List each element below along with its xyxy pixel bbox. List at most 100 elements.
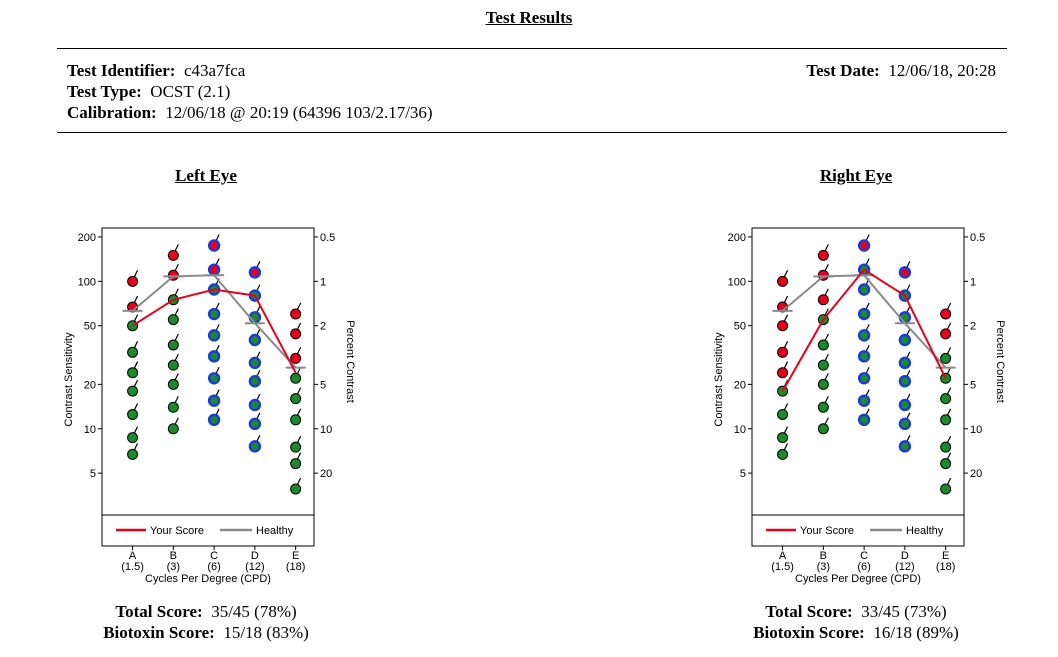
top-divider — [57, 48, 1007, 49]
right-x-tick-sublabel: (18) — [936, 561, 956, 573]
left-dot-green — [290, 414, 302, 426]
left-x-tick-label: B — [170, 550, 177, 562]
left-x-tick-sublabel: (12) — [245, 561, 265, 573]
right-dot-green — [817, 339, 829, 351]
right-dot-green — [898, 417, 912, 431]
right-y2-tick-label: 5 — [970, 379, 976, 391]
left-dot-red — [248, 266, 262, 279]
right-dot-green — [777, 385, 789, 397]
left-biotoxin-score-label: Biotoxin Score: — [103, 623, 215, 642]
left-y2-tick-label: 0.5 — [320, 232, 335, 244]
left-x-tick-sublabel: (1.5) — [121, 561, 144, 573]
left-dot-green — [290, 372, 302, 384]
right-dot-green — [857, 350, 871, 363]
left-plot-frame — [101, 227, 315, 547]
right-dot-green — [898, 356, 912, 370]
right-total-score-value: 33/45 (73%) — [861, 602, 947, 621]
left-biotoxin-score-value: 15/18 (83%) — [223, 623, 309, 642]
right-x-tick-sublabel: (12) — [895, 561, 915, 573]
left-eye-chart: 200 100 50 20 10 5 0.5 1 2 5 10 20 Contrast Sensitiv… — [50, 210, 360, 600]
left-x-tick-sublabel: (3) — [167, 561, 180, 573]
right-y-axis-title: Contrast Sensitivity — [713, 332, 725, 427]
right-y2-tick-label: 10 — [970, 424, 982, 436]
left-x-tick-sublabel: (18) — [286, 561, 306, 573]
left-x-tick-label: D — [251, 550, 259, 562]
right-x-axis-title: Cycles Per Degree (CPD) — [795, 573, 921, 585]
left-y-axis-title: Contrast Sensitivity — [63, 332, 75, 427]
right-y2-tick-label: 1 — [970, 276, 976, 288]
right-x-tick-label: D — [901, 550, 909, 562]
left-dot-green — [248, 440, 262, 453]
left-x-tick-label: E — [292, 550, 299, 562]
left-dot-green — [290, 458, 302, 470]
left-y-tick-label: 100 — [78, 276, 96, 288]
test-type-value: OCST (2.1) — [150, 82, 231, 101]
right-dot-green — [940, 441, 952, 453]
left-dot-green — [167, 423, 179, 435]
left-total-score-value: 35/45 (78%) — [211, 602, 297, 621]
test-date-label: Test Date: — [806, 61, 880, 80]
left-dot-green — [127, 448, 139, 460]
right-x-tick-sublabel: (1.5) — [771, 561, 794, 573]
right-dot-green — [777, 432, 789, 444]
test-date-value: 12/06/18, 20:28 — [888, 61, 996, 80]
left-dot-green — [207, 307, 221, 321]
left-x-tick-label: C — [210, 550, 218, 562]
right-dot-green — [857, 307, 871, 321]
right-dot-green — [940, 393, 952, 405]
test-info: Test Identifier: c43a7fca Test Type: OCS… — [67, 60, 433, 123]
left-dot-green — [248, 398, 262, 412]
right-dot-green — [940, 414, 952, 426]
test-identifier-row: Test Identifier: c43a7fca — [67, 60, 433, 81]
left-dot-green — [167, 314, 179, 326]
left-y2-tick-label: 1 — [320, 276, 326, 288]
right-y2-tick-label: 2 — [970, 321, 976, 333]
right-biotoxin-score-value: 16/18 (89%) — [873, 623, 959, 642]
left-dot-green — [290, 441, 302, 453]
calibration-row: Calibration: 12/06/18 @ 20:19 (64396 103… — [67, 102, 433, 123]
right-y-tick-label: 100 — [728, 276, 746, 288]
left-dot-green — [248, 311, 262, 324]
right-dot-green — [817, 423, 829, 435]
test-identifier-value: c43a7fca — [183, 61, 246, 80]
right-dot-red — [777, 275, 789, 287]
left-legend-your-score-label: Your Score — [150, 525, 204, 537]
left-dot-green — [127, 367, 139, 379]
page-title: Test Results — [485, 8, 573, 27]
header-divider — [57, 132, 1007, 133]
right-y-tick-label: 5 — [740, 468, 746, 480]
right-dot-red — [940, 328, 952, 340]
right-dot-green — [817, 378, 829, 390]
left-total-score-label: Total Score: — [115, 602, 203, 621]
right-dot-green — [898, 311, 912, 324]
left-y2-tick-label: 20 — [320, 468, 332, 480]
right-dot-red — [777, 367, 789, 379]
left-dot-green — [167, 339, 179, 351]
right-dot-green — [898, 398, 912, 412]
right-dot-green — [777, 448, 789, 460]
left-x-tick-label: A — [129, 550, 137, 562]
left-x-axis-title: Cycles Per Degree (CPD) — [145, 573, 271, 585]
left-eye-scores: Total Score: 35/45 (78%) Biotoxin Score:… — [56, 601, 356, 643]
left-dot-green — [207, 350, 221, 363]
left-dot-red — [167, 249, 179, 261]
right-dot-red — [898, 266, 912, 279]
left-legend-healthy-label: Healthy — [256, 525, 294, 537]
right-eye-chart: 200 100 50 20 10 5 0.5 1 2 5 10 20 Contrast Sensitiv… — [700, 210, 1010, 600]
right-dot-red — [817, 249, 829, 261]
right-dot-red — [777, 346, 789, 358]
left-dot-green — [207, 394, 221, 407]
right-y-tick-label: 20 — [734, 379, 746, 391]
test-date-row: Test Date: 12/06/18, 20:28 — [806, 60, 996, 81]
right-your-score-line — [781, 268, 947, 392]
right-dot-green — [857, 372, 871, 385]
test-type-row: Test Type: OCST (2.1) — [67, 81, 433, 102]
left-y-tick-label: 10 — [84, 424, 96, 436]
right-dot-green — [857, 283, 871, 296]
right-plot-frame — [751, 227, 965, 547]
left-y2-tick-label: 5 — [320, 379, 326, 391]
right-y-tick-label: 200 — [728, 232, 746, 244]
left-dot-red — [290, 328, 302, 340]
right-dot-green — [898, 375, 912, 388]
right-y2-tick-label: 20 — [970, 468, 982, 480]
